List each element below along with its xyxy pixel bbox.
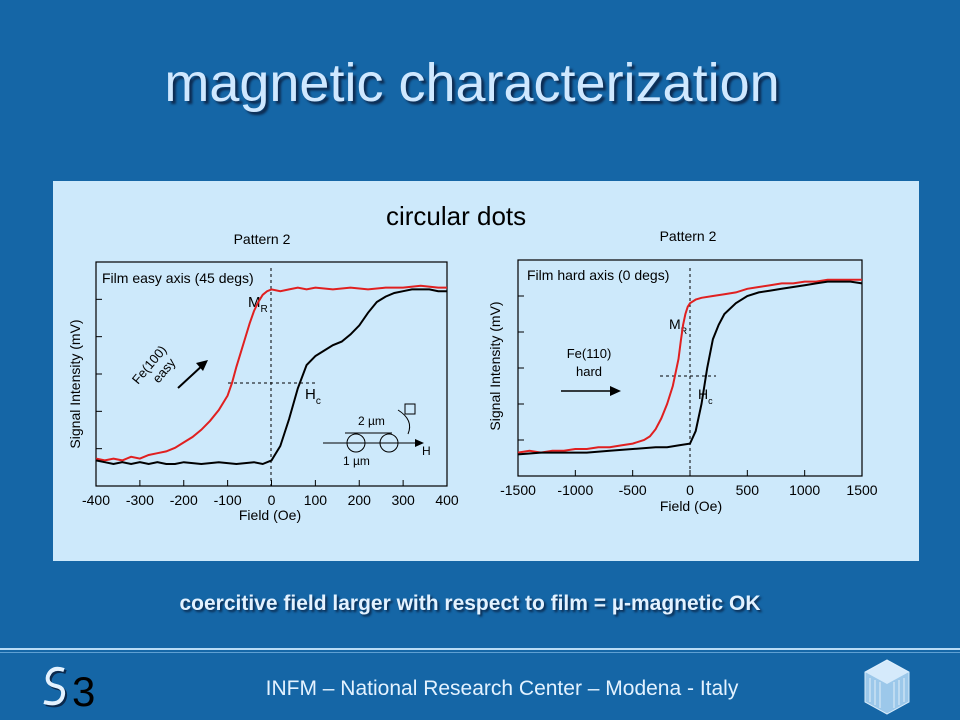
x-tick-label: -1000: [557, 482, 593, 498]
dots-curve-line: [517, 278, 862, 454]
film-curve-line: [517, 280, 863, 456]
s3-logo-icon: S3 3: [43, 666, 95, 712]
dots-curve-line: [95, 284, 447, 462]
right-xlabel: Field (Oe): [660, 498, 722, 514]
right-ylabel: Signal Intensity (mV): [487, 301, 503, 430]
left-mr-label: MR: [248, 294, 268, 315]
x-tick-label: 0: [268, 492, 276, 508]
slide-caption: coercitive field larger with respect to …: [179, 592, 761, 615]
footer-divider: [0, 648, 960, 650]
right-arrowhead-icon: [610, 386, 621, 396]
infm-cube-logo-icon: [864, 659, 910, 715]
x-tick-label: -400: [82, 492, 110, 508]
right-legend-text: Film hard axis (0 degs): [527, 267, 669, 283]
x-tick-label: 500: [736, 482, 760, 498]
dots-inset: 2 µm H 1 µm: [323, 403, 431, 468]
panel-subtitle: circular dots: [386, 201, 527, 231]
inset-rotation-arc-icon: [397, 409, 411, 435]
left-legend-text: Film easy axis (45 degs): [102, 270, 254, 286]
x-tick-label: 0: [686, 482, 694, 498]
left-chart: Pattern 2 Film easy axis (45 degs) Field…: [67, 231, 459, 523]
left-ylabel: Signal Intensity (mV): [67, 319, 83, 448]
x-tick-label: -100: [214, 492, 242, 508]
film-curve-line: [95, 288, 447, 466]
right-mr-label: MR: [669, 316, 688, 336]
footer-text: INFM – National Research Center – Modena…: [265, 677, 739, 700]
x-tick-label: -1500: [500, 482, 536, 498]
left-xlabel: Field (Oe): [239, 507, 301, 523]
x-tick-label: -300: [126, 492, 154, 508]
left-arrowhead-icon: [196, 360, 208, 371]
x-tick-label: 1000: [789, 482, 820, 498]
x-tick-label: 1500: [846, 482, 877, 498]
x-tick-label: -200: [170, 492, 198, 508]
x-tick-label: 200: [348, 492, 372, 508]
inset-bottom-label: 1 µm: [343, 454, 370, 468]
footer-divider-shadow: [0, 652, 960, 653]
slide-title: magnetic characterization: [164, 53, 780, 113]
x-tick-label: 400: [435, 492, 459, 508]
left-direction-label: Fe(100) easy: [129, 342, 179, 387]
right-chart: Pattern 2 Film hard axis (0 degs) Field …: [487, 228, 878, 514]
right-direction-label: Fe(110): [567, 346, 612, 361]
right-hc-label: Hc: [698, 386, 713, 406]
right-direction-label2: hard: [576, 364, 602, 379]
inset-square-icon: [404, 403, 416, 415]
x-tick-label: 100: [304, 492, 328, 508]
inset-top-label: 2 µm: [358, 414, 385, 428]
inset-field-arrow-icon: [415, 439, 424, 447]
x-tick-label: -500: [619, 482, 647, 498]
svg-text:3: 3: [72, 668, 95, 712]
x-tick-label: 300: [391, 492, 415, 508]
right-chart-title: Pattern 2: [660, 228, 717, 244]
left-hc-label: Hc: [305, 386, 321, 407]
left-chart-title: Pattern 2: [234, 231, 291, 247]
inset-field-label: H: [422, 444, 431, 458]
left-direction-arrow: [177, 363, 205, 389]
